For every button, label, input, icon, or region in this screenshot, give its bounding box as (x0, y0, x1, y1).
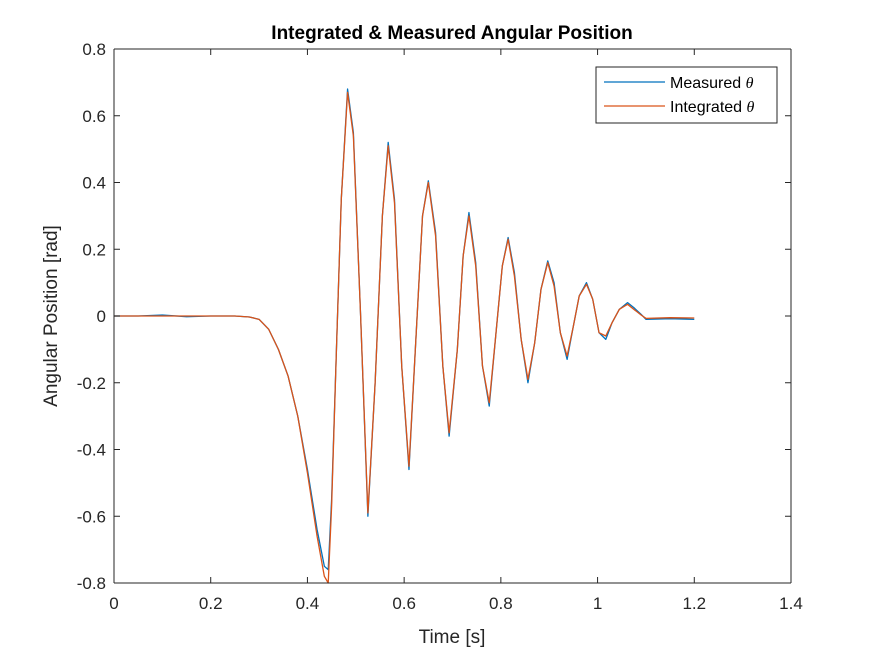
chart-title: Integrated & Measured Angular Position (271, 23, 632, 44)
y-tick-label: -0.6 (77, 507, 106, 526)
legend-label-integrated-symbol: θ (747, 99, 755, 116)
y-tick-label: -0.4 (77, 441, 106, 460)
x-tick-label: 0.4 (296, 594, 320, 613)
y-tick-label: 0.2 (82, 240, 106, 259)
x-tick-label: 0.2 (199, 594, 223, 613)
legend: Measured θ Integrated θ (595, 66, 778, 124)
y-tick-label: 0.6 (82, 107, 106, 126)
x-ticks: 0 0.2 0.4 0.6 0.8 1 1.2 1.4 (109, 49, 803, 613)
y-tick-label: 0 (97, 307, 106, 326)
legend-box (595, 66, 778, 124)
legend-label-integrated-text: Integrated (670, 99, 747, 116)
y-tick-label: 0.8 (82, 40, 106, 59)
x-axis-label: Time [s] (419, 627, 486, 648)
legend-label-measured-symbol: θ (746, 75, 754, 92)
legend-label-measured-text: Measured (670, 75, 746, 92)
x-tick-label: 0 (109, 594, 118, 613)
legend-label-integrated: Integrated θ (670, 99, 755, 116)
y-tick-label: -0.2 (77, 374, 106, 393)
y-tick-label: 0.4 (82, 174, 106, 193)
x-tick-label: 1 (593, 594, 602, 613)
series-layer (114, 88, 695, 584)
legend-label-measured: Measured θ (670, 75, 754, 92)
y-ticks: -0.8 -0.6 -0.4 -0.2 0 0.2 0.4 0.6 0.8 (77, 40, 791, 593)
x-tick-label: 0.6 (392, 594, 416, 613)
series-line-integrated (114, 91, 695, 584)
x-tick-label: 1.2 (682, 594, 706, 613)
x-tick-label: 0.8 (489, 594, 513, 613)
y-tick-label: -0.8 (77, 574, 106, 593)
y-axis-label: Angular Position [rad] (41, 225, 62, 407)
x-tick-label: 1.4 (779, 594, 803, 613)
